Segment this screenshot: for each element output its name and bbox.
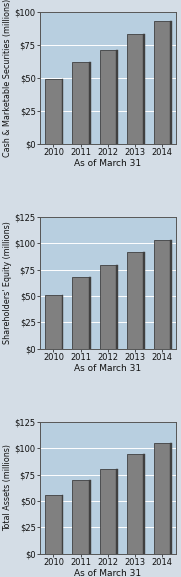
Bar (127, 252, 143, 349)
Bar (45, 494, 62, 554)
Bar (154, 21, 170, 144)
X-axis label: As of March 31: As of March 31 (74, 364, 141, 373)
Bar (72, 277, 89, 349)
Y-axis label: Total Assets (millions): Total Assets (millions) (3, 444, 12, 531)
Bar (154, 443, 170, 554)
Bar (89, 62, 91, 144)
Bar (154, 240, 170, 349)
X-axis label: As of March 31: As of March 31 (74, 159, 141, 168)
Bar (100, 469, 116, 554)
Bar (72, 480, 89, 554)
Bar (89, 480, 91, 554)
Bar (170, 240, 172, 349)
Bar (62, 79, 64, 144)
Bar (143, 34, 145, 144)
Bar (143, 455, 145, 554)
Bar (116, 469, 118, 554)
Bar (170, 443, 172, 554)
Bar (127, 34, 143, 144)
Bar (45, 295, 62, 349)
Bar (170, 21, 172, 144)
Y-axis label: Cash & Marketable Securities (millions): Cash & Marketable Securities (millions) (3, 0, 12, 157)
Bar (89, 277, 91, 349)
Bar (62, 494, 64, 554)
Bar (100, 50, 116, 144)
X-axis label: As of March 31: As of March 31 (74, 569, 141, 577)
Bar (62, 295, 64, 349)
Bar (100, 265, 116, 349)
Bar (143, 252, 145, 349)
Bar (45, 79, 62, 144)
Bar (72, 62, 89, 144)
Bar (127, 455, 143, 554)
Bar (116, 50, 118, 144)
Y-axis label: Shareholders' Equity (millions): Shareholders' Equity (millions) (3, 222, 12, 344)
Bar (116, 265, 118, 349)
